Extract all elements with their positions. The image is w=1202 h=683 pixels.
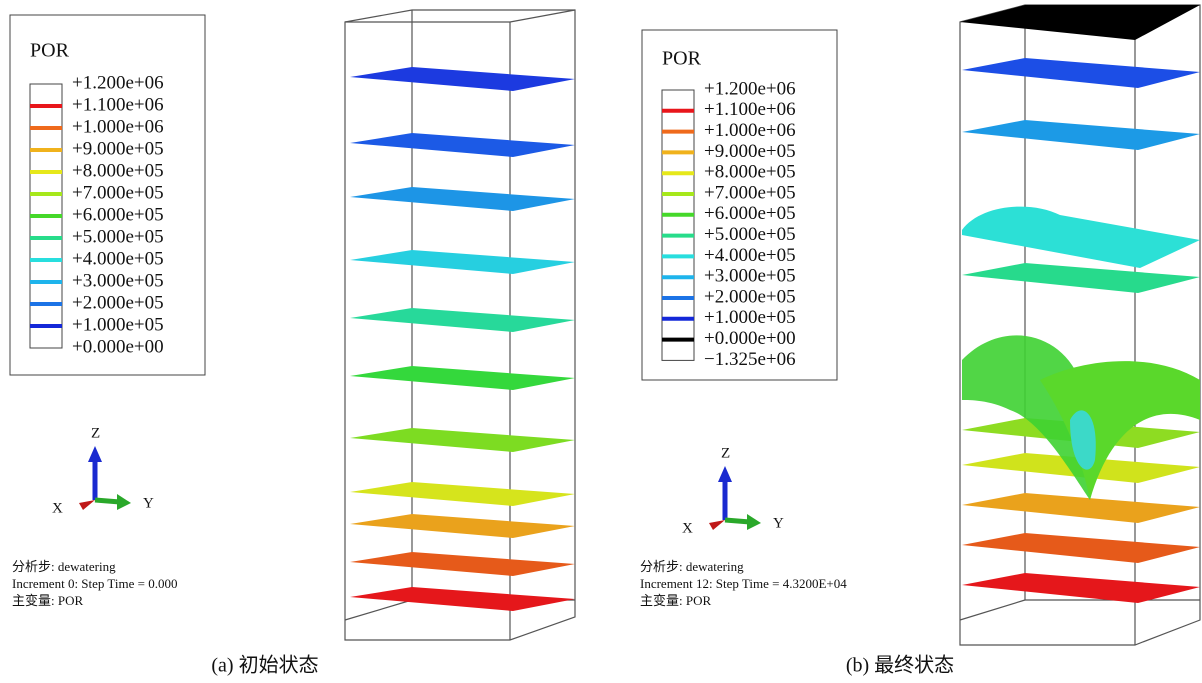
legend-label: +4.000e+05: [704, 245, 796, 266]
legend-label: +3.000e+05: [72, 270, 164, 291]
arrow-x: [709, 520, 725, 530]
legend-label: +5.000e+05: [72, 226, 164, 247]
legend-label: +6.000e+05: [72, 204, 164, 225]
legend-label: +1.000e+05: [72, 314, 164, 335]
legend-label: +1.000e+05: [704, 307, 796, 328]
info-line: 分析步: dewatering: [12, 559, 116, 574]
legend-label: +1.200e+06: [72, 72, 164, 93]
slab: [962, 58, 1200, 88]
legend-label: +9.000e+05: [72, 138, 164, 159]
slab: [962, 493, 1200, 523]
info-line: 分析步: dewatering: [640, 559, 744, 574]
legend-label: +9.000e+05: [704, 141, 796, 162]
arrow-y: [747, 514, 761, 530]
legend-label: +1.000e+06: [72, 116, 164, 137]
slab: [350, 187, 575, 211]
slab: [350, 587, 575, 611]
legend-label: +1.100e+06: [72, 94, 164, 115]
legend-label: +0.000e+00: [704, 328, 796, 349]
legend-title: POR: [30, 40, 70, 62]
info-line: 主变量: POR: [12, 593, 83, 608]
triad-y: Y: [143, 495, 154, 511]
legend-label: +2.000e+05: [704, 286, 796, 307]
triad-y: Y: [773, 515, 784, 531]
triad-z: Z: [721, 445, 730, 461]
legend-label: +1.100e+06: [704, 99, 796, 120]
arrow-x: [79, 500, 95, 510]
info-line: Increment 0: Step Time = 0.000: [12, 576, 178, 591]
arrow-z: [88, 446, 102, 462]
model-a: [345, 10, 575, 640]
legend-label: +3.000e+05: [704, 266, 796, 287]
model-b: [960, 5, 1200, 645]
slab: [350, 366, 575, 390]
legend-label: +0.000e+00: [72, 336, 164, 357]
legend-label: +2.000e+05: [72, 292, 164, 313]
axis-y: [725, 520, 750, 522]
caption: (b) 最终状态: [846, 654, 954, 677]
info-line: Increment 12: Step Time = 4.3200E+04: [640, 576, 847, 591]
slab: [350, 133, 575, 157]
panel: POR+1.200e+06+1.100e+06+1.000e+06+9.000e…: [640, 30, 954, 677]
slab: [350, 428, 575, 452]
triad-z: Z: [91, 425, 100, 441]
legend-label: +1.200e+06: [704, 78, 796, 99]
legend-label: −1.325e+06: [704, 349, 796, 370]
legend-title: POR: [662, 48, 702, 70]
legend-label: +7.000e+05: [704, 182, 796, 203]
legend-label: +8.000e+05: [72, 160, 164, 181]
legend-label: +6.000e+05: [704, 203, 796, 224]
legend-label: +7.000e+05: [72, 182, 164, 203]
panel: POR+1.200e+06+1.100e+06+1.000e+06+9.000e…: [10, 15, 319, 677]
caption: (a) 初始状态: [211, 654, 318, 677]
legend-label: +5.000e+05: [704, 224, 796, 245]
slab: [350, 514, 575, 538]
axis-y: [95, 500, 120, 502]
arrow-y: [117, 494, 131, 510]
arrow-z: [718, 466, 732, 482]
legend-label: +8.000e+05: [704, 162, 796, 183]
slab: [962, 120, 1200, 150]
figure: POR+1.200e+06+1.100e+06+1.000e+06+9.000e…: [0, 0, 1202, 683]
slab: [350, 67, 575, 91]
slab: [350, 552, 575, 576]
slab: [962, 573, 1200, 603]
slab: [962, 263, 1200, 293]
legend-label: +1.000e+06: [704, 120, 796, 141]
slab: [350, 308, 575, 332]
triad-x: X: [682, 520, 693, 536]
slab: [350, 482, 575, 506]
slab: [350, 250, 575, 274]
legend-label: +4.000e+05: [72, 248, 164, 269]
slab: [962, 533, 1200, 563]
info-line: 主变量: POR: [640, 593, 711, 608]
triad-x: X: [52, 500, 63, 516]
